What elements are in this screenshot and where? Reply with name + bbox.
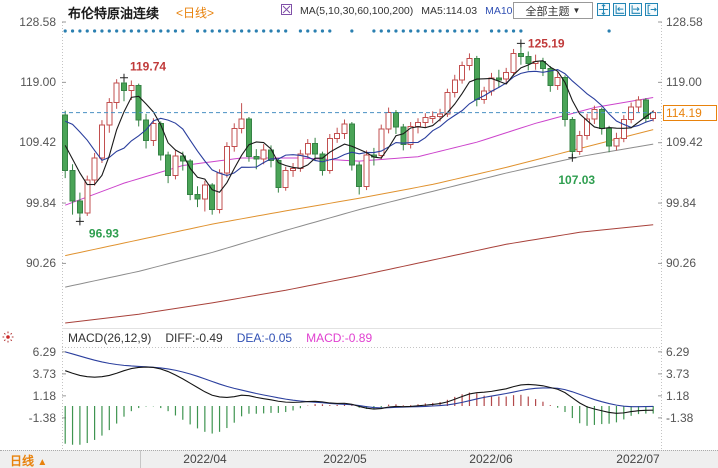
macd-axis-label: 1.18 [32, 389, 56, 403]
macd-axis-label: 1.18 [666, 389, 690, 403]
bottom-bar-divider [140, 450, 141, 468]
y-axis-label: 128.58 [666, 15, 703, 29]
y-axis-label: 109.42 [19, 135, 56, 149]
theme-dropdown-label: 全部主题 [525, 5, 570, 18]
time-axis-bar [0, 450, 718, 468]
ma-legend-label: MA(5,10,30,60,100,200) [300, 5, 414, 17]
x-axis-month-label: 2022/04 [183, 452, 227, 466]
triangle-up-icon: ▲ [37, 457, 48, 468]
macd-params-label: MACD(26,12,9) [68, 331, 152, 345]
indicator-type-icon [281, 4, 292, 18]
crosshair-button[interactable] [597, 3, 610, 16]
macd-axis-label: 6.29 [32, 345, 56, 359]
scale-right-button[interactable] [629, 3, 642, 16]
diff-value-label: DIFF:-0.49 [165, 331, 223, 345]
macd-axis-label: -1.38 [666, 411, 694, 425]
ma5-value-label: MA5:114.03 [421, 5, 478, 17]
chevron-down-icon: ▼ [572, 6, 581, 15]
svg-text:125.19: 125.19 [528, 36, 565, 50]
y-axis-label: 119.00 [20, 75, 56, 89]
indicator-legend: MA(5,10,30,60,100,200) MA5:114.03 MA10 [281, 4, 513, 18]
svg-text:96.93: 96.93 [89, 226, 119, 240]
timeframe-label: 日线 [10, 454, 35, 468]
y-axis-label: 119.00 [666, 75, 702, 89]
y-axis-label: 99.84 [666, 196, 697, 210]
pan-exit-button[interactable] [645, 3, 658, 16]
svg-text:107.03: 107.03 [558, 173, 595, 187]
macd-axis-label: 3.73 [32, 367, 56, 381]
y-axis-label: 109.42 [666, 135, 703, 149]
scale-left-button[interactable] [613, 3, 626, 16]
x-axis-month-label: 2022/06 [469, 452, 513, 466]
macd-legend: MACD(26,12,9) DIFF:-0.49 DEA:-0.05 MACD:… [68, 331, 372, 345]
last-price-tag: 114.19 [663, 105, 717, 121]
instrument-title: 布伦特原油连续 [68, 6, 160, 21]
y-axis-label: 128.58 [19, 15, 56, 29]
x-axis-month-label: 2022/05 [323, 452, 367, 466]
theme-dropdown[interactable]: 全部主题 ▼ [513, 2, 593, 19]
y-axis-label: 99.84 [25, 196, 56, 210]
timeframe-selector[interactable]: 日线 ▲ [10, 452, 47, 468]
macd-axis-label: -1.38 [28, 411, 56, 425]
indicator-settings-icon[interactable] [2, 330, 14, 348]
macd-axis-label: 6.29 [666, 345, 690, 359]
dea-value-label: DEA:-0.05 [236, 331, 293, 345]
ma10-label: MA10 [485, 5, 513, 17]
y-axis-label: 90.26 [25, 256, 56, 270]
chart-toolbar [597, 3, 658, 16]
svg-text:119.74: 119.74 [130, 60, 166, 74]
y-axis-label: 90.26 [666, 256, 697, 270]
macd-value-label: MACD:-0.89 [306, 331, 373, 345]
macd-axis-label: 3.73 [666, 367, 690, 381]
period-tag[interactable]: <日线> [176, 6, 215, 20]
x-axis-month-label: 2022/07 [616, 452, 660, 466]
